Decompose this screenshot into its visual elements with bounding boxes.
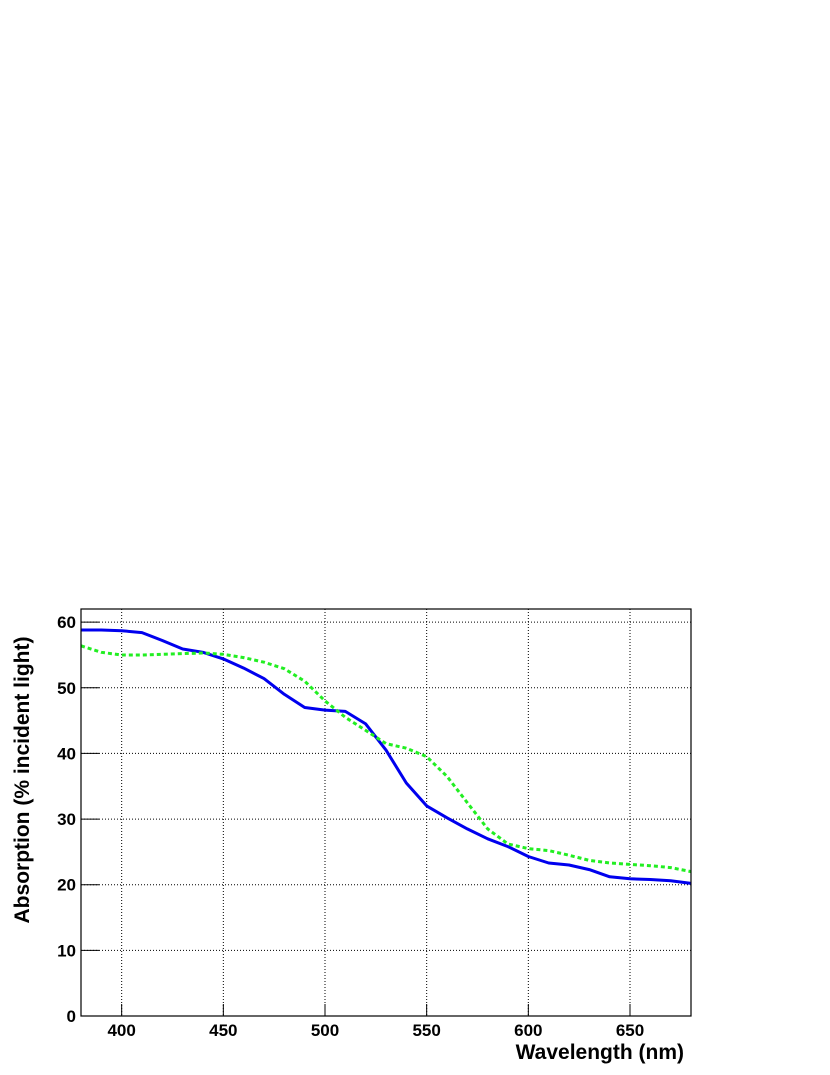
y-tick-label: 60 xyxy=(57,613,76,632)
y-tick-label: 20 xyxy=(57,876,76,895)
y-axis-title: Absorption (% incident light) xyxy=(11,637,34,924)
y-tick-label: 0 xyxy=(67,1007,76,1026)
x-tick-label: 500 xyxy=(311,1021,339,1040)
y-tick-label: 30 xyxy=(57,810,76,829)
x-tick-label: 650 xyxy=(616,1021,644,1040)
x-tick-label: 600 xyxy=(514,1021,542,1040)
x-axis-title: Wavelength (nm) xyxy=(516,1041,684,1064)
plot-frame xyxy=(80,608,692,1017)
data-line xyxy=(80,644,692,874)
data-line xyxy=(81,628,692,885)
x-tick-label: 400 xyxy=(107,1021,135,1040)
y-tick-label: 10 xyxy=(57,941,76,960)
x-tick-label: 450 xyxy=(209,1021,237,1040)
y-tick-label: 40 xyxy=(57,744,76,763)
x-tick-label: 550 xyxy=(412,1021,440,1040)
y-tick-label: 50 xyxy=(57,679,76,698)
